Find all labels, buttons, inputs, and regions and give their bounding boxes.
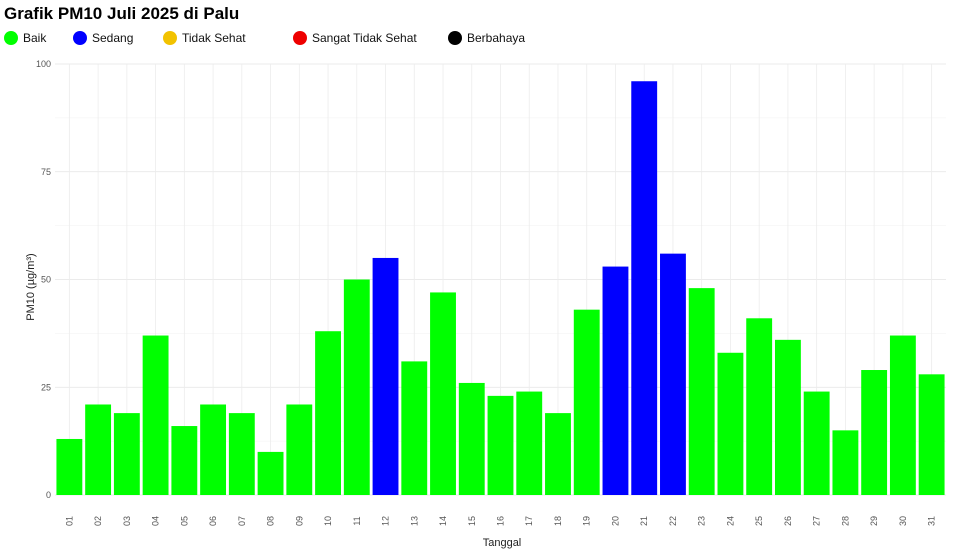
- x-tick-label: 24: [725, 516, 735, 526]
- bar-06: [200, 404, 227, 495]
- legend-label-sedang: Sedang: [92, 31, 134, 45]
- legend-swatch-tidak-sehat: [163, 31, 177, 45]
- x-axis-title: Tanggal: [483, 537, 522, 549]
- chart-title: Grafik PM10 Juli 2025 di Palu: [4, 4, 240, 23]
- bar-25: [746, 318, 773, 495]
- bar-15: [458, 382, 485, 495]
- x-tick-label: 04: [151, 516, 161, 526]
- legend-label-sangat-tidak-sehat: Sangat Tidak Sehat: [312, 31, 417, 45]
- y-tick-label: 0: [46, 490, 51, 500]
- x-tick-label: 21: [639, 516, 649, 526]
- bar-16: [487, 395, 514, 495]
- bar-11: [343, 279, 370, 495]
- x-tick-label: 23: [697, 516, 707, 526]
- legend-swatch-berbahaya: [448, 31, 462, 45]
- x-tick-label: 17: [524, 516, 534, 526]
- bar-12: [372, 257, 399, 495]
- legend-item-sangat-tidak-sehat: Sangat Tidak Sehat: [293, 31, 417, 45]
- x-tick-label: 12: [381, 516, 391, 526]
- bar-17: [516, 391, 543, 495]
- y-tick-label: 50: [41, 275, 51, 285]
- x-tick-label: 14: [438, 516, 448, 526]
- x-tick-label: 13: [409, 516, 419, 526]
- bar-20: [602, 266, 629, 495]
- x-tick-label: 20: [610, 516, 620, 526]
- x-tick-label: 19: [582, 516, 592, 526]
- x-tick-label: 22: [668, 516, 678, 526]
- y-tick-label: 25: [41, 382, 51, 392]
- x-tick-label: 02: [93, 516, 103, 526]
- bar-28: [832, 430, 859, 495]
- bar-22: [660, 253, 686, 495]
- x-tick-label: 26: [783, 516, 793, 526]
- x-tick-label: 10: [323, 516, 333, 526]
- legend-swatch-baik: [4, 31, 18, 45]
- legend-item-berbahaya: Berbahaya: [448, 31, 525, 45]
- bar-10: [315, 331, 341, 495]
- legend-item-tidak-sehat: Tidak Sehat: [163, 31, 246, 45]
- bars: [56, 81, 945, 496]
- y-tick-label: 100: [36, 59, 51, 69]
- bar-14: [430, 292, 456, 495]
- bar-30: [889, 335, 916, 495]
- bar-09: [286, 404, 313, 495]
- bar-05: [171, 426, 198, 495]
- x-tick-label: 29: [869, 516, 879, 526]
- legend-item-sedang: Sedang: [73, 31, 133, 45]
- x-tick-label: 03: [122, 516, 132, 526]
- x-tick-label: 01: [64, 516, 74, 526]
- x-tick-label: 05: [179, 516, 189, 526]
- bar-04: [142, 335, 169, 495]
- bar-13: [401, 361, 428, 495]
- bar-08: [257, 451, 284, 495]
- x-tick-label: 15: [467, 516, 477, 526]
- x-tick-label: 11: [352, 516, 362, 525]
- bar-03: [113, 413, 140, 495]
- x-tick-label: 08: [266, 516, 276, 526]
- x-tick-label: 18: [553, 516, 563, 526]
- legend-label-berbahaya: Berbahaya: [467, 31, 526, 45]
- x-tick-label: 28: [840, 516, 850, 526]
- bar-27: [803, 391, 830, 495]
- y-tick-label: 75: [41, 167, 51, 177]
- bar-18: [545, 413, 571, 495]
- x-tick-label: 31: [927, 516, 937, 526]
- bar-31: [918, 374, 945, 495]
- legend-label-baik: Baik: [23, 31, 47, 45]
- bar-21: [631, 81, 658, 496]
- legend-label-tidak-sehat: Tidak Sehat: [182, 31, 246, 45]
- bar-26: [774, 339, 801, 495]
- bar-01: [56, 438, 83, 495]
- legend-item-baik: Baik: [4, 31, 46, 45]
- bar-02: [85, 404, 112, 495]
- bar-29: [861, 370, 888, 495]
- x-tick-label: 16: [496, 516, 506, 526]
- x-axis-ticks: 01 02 03 04 05 06 07 08 09 10 11 12 13 14 15 16 17 18 19 20…: [64, 516, 936, 526]
- bar-19: [573, 309, 600, 495]
- x-tick-label: 25: [754, 516, 764, 526]
- y-axis-ticks: 0 25 50 75 100: [36, 59, 51, 500]
- x-tick-label: 30: [898, 516, 908, 526]
- x-tick-label: 27: [812, 516, 822, 526]
- legend-swatch-sangat-tidak-sehat: [293, 31, 307, 45]
- bar-23: [688, 288, 715, 495]
- bar-24: [717, 352, 744, 495]
- x-tick-label: 09: [294, 516, 304, 526]
- y-axis-title: PM10 (µg/m³): [25, 253, 37, 320]
- x-tick-label: 07: [237, 516, 247, 526]
- legend-swatch-sedang: [73, 31, 87, 45]
- x-tick-label: 06: [208, 516, 218, 526]
- bar-07: [228, 413, 255, 495]
